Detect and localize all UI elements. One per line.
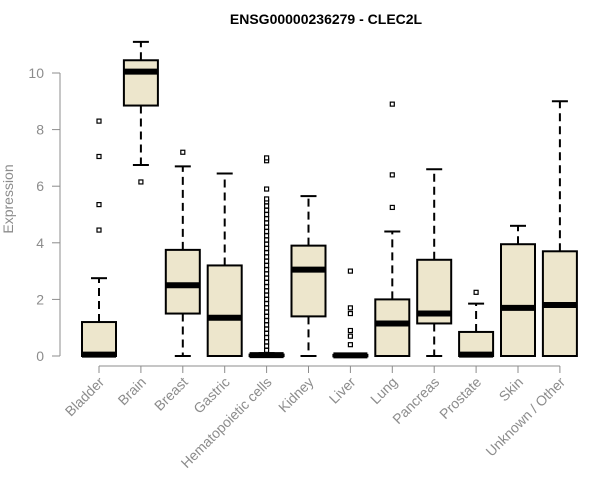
outlier-point [347, 342, 353, 348]
x-tick-label: Prostate [436, 374, 484, 422]
outlier-point [264, 186, 270, 192]
x-tick-label: Breast [151, 374, 191, 414]
outlier-point [264, 279, 270, 286]
outlier-point [264, 241, 270, 247]
box-group [290, 195, 327, 357]
box-group [332, 268, 369, 359]
outlier-point [347, 268, 353, 274]
outlier-point [264, 224, 270, 230]
outlier-point [264, 313, 270, 319]
outlier-point [96, 227, 102, 233]
box-iqr [206, 264, 243, 357]
outlier-point [264, 258, 270, 264]
y-tick-label: 10 [28, 65, 44, 81]
x-tick-label: Lung [367, 374, 400, 407]
outlier-point [264, 207, 270, 213]
y-axis-label: Expression [0, 164, 16, 233]
outlier-point [264, 322, 270, 328]
box-iqr [290, 244, 327, 318]
y-tick-label: 6 [36, 178, 44, 194]
x-tick-label: Skin [496, 374, 527, 405]
x-tick-label: Unknown / Other [482, 374, 568, 460]
outlier-point [264, 347, 270, 353]
outlier-point [264, 228, 270, 235]
outlier-point [264, 155, 270, 161]
outlier-point [264, 292, 270, 298]
box-iqr [122, 59, 159, 107]
outlier-point [264, 211, 270, 218]
outlier-point [264, 275, 270, 281]
y-tick-label: 0 [36, 348, 44, 364]
outlier-point [473, 289, 479, 295]
outlier-point [264, 262, 270, 269]
outlier-point [264, 309, 270, 315]
y-axis: 0 2 4 6 8 10 [28, 65, 61, 364]
outlier-point [264, 267, 270, 273]
outlier-point [264, 196, 270, 202]
outlier-point [389, 172, 395, 178]
outlier-point [264, 284, 270, 290]
outlier-point [138, 179, 144, 185]
outlier-point [264, 250, 270, 256]
box-group [374, 101, 411, 357]
box-group [458, 289, 495, 358]
x-tick-label: Bladder [62, 374, 108, 420]
outlier-point [264, 326, 270, 332]
outlier-point [264, 318, 270, 324]
box-group [81, 118, 117, 358]
y-tick-label: 4 [36, 235, 44, 251]
box-iqr [164, 248, 201, 315]
box-iqr [500, 243, 536, 357]
chart-title: ENSG00000236279 - CLEC2L [230, 11, 423, 27]
box-group [122, 40, 159, 185]
outlier-point [389, 204, 395, 211]
box-group [164, 149, 201, 357]
outlier-point [264, 220, 270, 226]
outlier-point [264, 245, 270, 252]
box-group [416, 168, 453, 357]
outlier-point [264, 233, 270, 239]
box-iqr [81, 321, 117, 358]
box-group [248, 155, 285, 359]
x-tick-label: Brain [115, 374, 149, 408]
outlier-point [264, 288, 270, 294]
outlier-point [264, 271, 270, 277]
outlier-point [264, 301, 270, 307]
outlier-point [180, 149, 186, 155]
box-group [500, 224, 536, 357]
outlier-point [347, 305, 353, 311]
y-tick-label: 8 [36, 122, 44, 138]
x-tick-label: Pancreas [389, 374, 442, 427]
outlier-point [347, 310, 353, 317]
x-tick-label: Liver [326, 374, 359, 407]
plot-area [81, 40, 578, 359]
x-tick-label: Kidney [275, 374, 317, 416]
outlier-point [264, 254, 270, 260]
outlier-point [264, 335, 270, 341]
box-group [206, 172, 243, 357]
outlier-point [264, 343, 270, 349]
outlier-point [96, 201, 102, 208]
box-group [541, 100, 578, 357]
outlier-point [96, 118, 102, 124]
outlier-point [264, 339, 270, 345]
outlier-point [264, 216, 270, 222]
box-iqr [374, 298, 411, 357]
y-tick-label: 2 [36, 291, 44, 307]
outlier-point [96, 153, 102, 160]
outlier-point [389, 101, 395, 107]
outlier-point [264, 330, 270, 336]
outlier-point [264, 305, 270, 311]
outlier-point [347, 333, 353, 339]
outlier-point [264, 237, 270, 243]
outlier-point [264, 296, 270, 302]
outlier-point [264, 203, 270, 209]
outlier-point [347, 327, 353, 334]
